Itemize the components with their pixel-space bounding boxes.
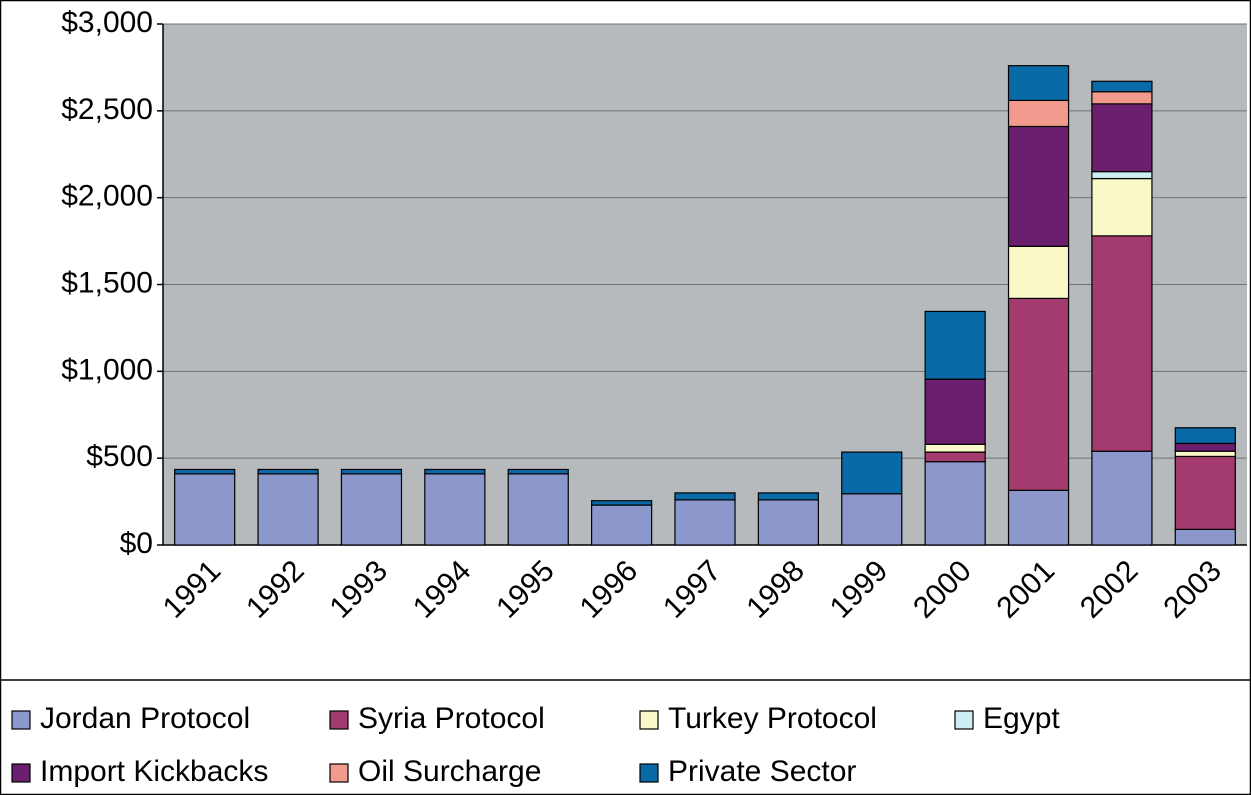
- legend-swatch: [639, 710, 659, 730]
- bar-segment: [1091, 171, 1153, 180]
- bar-segment: [1091, 177, 1153, 237]
- bar-segment: [924, 310, 986, 380]
- x-tick-label: 2001: [991, 554, 1062, 625]
- bar-segment: [174, 473, 236, 546]
- bar-segment: [507, 468, 569, 475]
- x-tick-label: 1993: [323, 554, 394, 625]
- bar-segment: [590, 504, 653, 546]
- bar-segment: [1091, 91, 1153, 105]
- bar-segment: [1007, 65, 1070, 102]
- legend-label: Oil Surcharge: [358, 755, 541, 788]
- bar-segment: [1007, 297, 1070, 491]
- legend-label: Egypt: [983, 702, 1060, 735]
- bar-segment: [924, 461, 986, 546]
- bar-segment: [340, 473, 403, 546]
- bar-segment: [174, 468, 236, 475]
- y-tick-label: $1,000: [61, 353, 153, 386]
- bar-segment: [1091, 103, 1153, 173]
- x-tick-label: 1991: [157, 554, 228, 625]
- bar-segment: [1174, 528, 1236, 546]
- legend-label: Import Kickbacks: [40, 755, 268, 788]
- bar-segment: [1174, 442, 1236, 452]
- x-tick-label: 1999: [824, 554, 895, 625]
- bar-segment: [924, 378, 986, 445]
- bar-segment: [1174, 427, 1236, 445]
- bar-segment: [757, 492, 820, 501]
- legend-label: Private Sector: [668, 755, 856, 788]
- y-tick-label: $2,500: [61, 93, 153, 126]
- bar-segment: [340, 468, 403, 475]
- x-tick-label: 1994: [407, 554, 478, 625]
- bar-segment: [841, 451, 903, 495]
- x-tick-label: 1997: [657, 554, 728, 625]
- y-tick-label: $2,000: [61, 180, 153, 213]
- legend-swatch: [639, 763, 659, 783]
- bar-segment: [507, 473, 569, 546]
- bar-segment: [924, 443, 986, 453]
- y-tick-label: $500: [86, 440, 153, 473]
- x-tick-label: 1998: [740, 554, 811, 625]
- bar-segment: [1007, 489, 1070, 546]
- bar-segment: [1091, 80, 1153, 93]
- x-tick-label: 1996: [574, 554, 645, 625]
- bar-segment: [1007, 99, 1070, 128]
- x-tick-label: 1992: [240, 554, 311, 625]
- bar-segment: [1091, 235, 1153, 452]
- legend-swatch: [329, 710, 349, 730]
- bar-segment: [257, 473, 319, 546]
- x-tick-label: 2002: [1074, 554, 1145, 625]
- legend-label: Turkey Protocol: [668, 702, 877, 735]
- x-tick-label: 1995: [490, 554, 561, 625]
- x-tick-label: 2003: [1157, 554, 1228, 625]
- bar-segment: [257, 468, 319, 475]
- bar-segment: [424, 468, 486, 475]
- bar-segment: [1174, 455, 1236, 530]
- legend-label: Syria Protocol: [358, 702, 545, 735]
- bar-segment: [1007, 245, 1070, 299]
- x-tick-label: 2000: [907, 554, 978, 625]
- bar-segment: [674, 499, 736, 546]
- bar-segment: [1007, 125, 1070, 247]
- y-tick-label: $0: [120, 527, 153, 560]
- legend-label: Jordan Protocol: [40, 702, 250, 735]
- bar-segment: [674, 492, 736, 501]
- legend-swatch: [954, 710, 974, 730]
- bar-segment: [757, 499, 820, 546]
- bar-segment: [590, 500, 653, 506]
- legend-swatch: [11, 710, 31, 730]
- bar-segment: [924, 451, 986, 463]
- bar-segment: [1174, 450, 1236, 458]
- y-tick-label: $1,500: [61, 266, 153, 299]
- bar-segment: [841, 493, 903, 546]
- legend-swatch: [329, 763, 349, 783]
- bar-segment: [424, 473, 486, 546]
- y-tick-label: $3,000: [61, 6, 153, 39]
- bar-segment: [1091, 450, 1153, 546]
- legend-swatch: [11, 763, 31, 783]
